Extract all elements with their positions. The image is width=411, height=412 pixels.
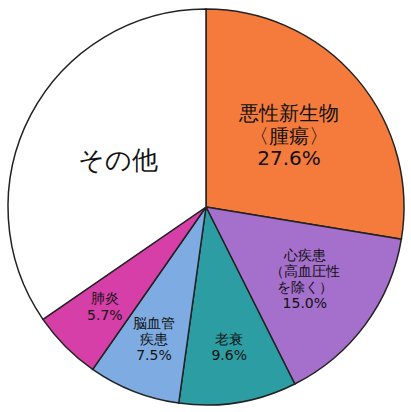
- data-label: 7.5%: [136, 347, 172, 363]
- page: {"chart_data": {"type": "pie", "categori…: [0, 0, 411, 412]
- labels: 悪性新生物〈腫瘍〉27.6% 心疾患（高血圧性を除く）15.0% 老衰9.6% 脳血管…: [78, 100, 339, 363]
- slice-label: 老衰: [215, 331, 243, 347]
- data-label: 9.6%: [211, 347, 247, 363]
- data-label: 27.6%: [257, 146, 321, 170]
- slices: [8, 9, 404, 405]
- pie-slice: [8, 9, 206, 319]
- slice-label: 脳血管疾患: [133, 315, 175, 347]
- slice-label: 悪性新生物〈腫瘍〉: [238, 100, 339, 147]
- data-label: 15.0%: [283, 295, 327, 311]
- data-label: 5.7%: [87, 307, 123, 323]
- pie-slice: [206, 9, 404, 239]
- slice-label: 肺炎: [91, 290, 119, 306]
- slice-label: その他: [78, 144, 158, 174]
- slice-label: 心疾患（高血圧性を除く）: [270, 247, 340, 295]
- chart: 悪性新生物〈腫瘍〉27.6% 心疾患（高血圧性を除く）15.0% 老衰9.6% 脳血管…: [0, 0, 411, 412]
